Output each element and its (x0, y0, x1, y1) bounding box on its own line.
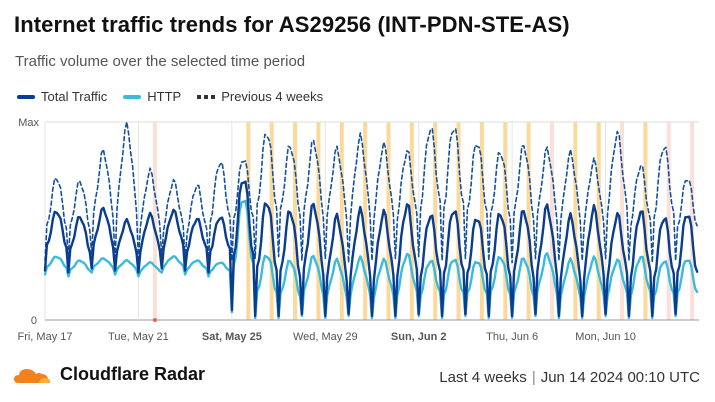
highlight-band-3 (293, 122, 298, 320)
highlight-band-6 (363, 122, 368, 320)
legend-swatch-total-traffic (17, 94, 35, 99)
footer-brand[interactable]: Cloudflare Radar (12, 364, 205, 385)
highlight-band-20 (690, 122, 695, 320)
x-tick-label-2: Sat, May 25 (202, 331, 262, 343)
legend-item-http[interactable]: HTTP (123, 89, 181, 104)
x-tick-label-1: Tue, May 21 (108, 331, 169, 343)
brand-name: Cloudflare Radar (60, 364, 206, 384)
legend-swatch-previous-4-weeks (197, 94, 216, 99)
highlight-band-13 (526, 122, 531, 320)
chart-subtitle: Traffic volume over the selected time pe… (15, 53, 306, 70)
legend-item-total-traffic[interactable]: Total Traffic (17, 89, 107, 104)
highlight-band-17 (620, 122, 625, 320)
legend-label-http: HTTP (147, 89, 182, 104)
x-tick-label-5: Thu, Jun 6 (486, 331, 538, 343)
footer-meta: Last 4 weeks | Jun 14 2024 00:10 UTC (439, 369, 700, 386)
highlight-band-7 (386, 122, 391, 320)
x-tick-label-0: Fri, May 17 (17, 331, 72, 343)
series-line-previous-4-weeks (44, 121, 698, 264)
highlight-band-0 (152, 122, 157, 320)
x-tick-label-6: Mon, Jun 10 (575, 331, 636, 343)
legend-swatch-http (123, 94, 142, 99)
series-line-total-traffic (43, 180, 699, 318)
highlight-band-12 (503, 122, 508, 320)
legend-item-previous-4-weeks[interactable]: Previous 4 weeks (197, 89, 323, 104)
highlight-band-16 (596, 122, 601, 320)
time-range-label: Last 4 weeks (439, 369, 527, 386)
highlight-band-19 (666, 122, 671, 320)
legend-label-previous-4-weeks: Previous 4 weeks (221, 89, 324, 104)
highlight-band-15 (573, 122, 578, 320)
legend-label-total-traffic: Total Traffic (41, 89, 108, 104)
highlight-band-18 (643, 122, 648, 320)
x-tick-label-4: Sun, Jun 2 (391, 331, 447, 343)
highlight-band-5 (339, 122, 344, 320)
highlight-band-14 (549, 122, 554, 320)
chart-title: Internet traffic trends for AS29256 (INT… (14, 12, 570, 37)
highlight-band-11 (479, 122, 484, 320)
cloudflare-logo-icon (14, 368, 50, 383)
legend: Total Traffic HTTP Previous 4 weeks (17, 89, 339, 104)
y-tick-label-0: 0 (31, 315, 37, 327)
y-tick-label-max: Max (18, 117, 39, 129)
highlight-band-4 (316, 122, 321, 320)
footer-separator: | (531, 369, 536, 386)
event-marker (152, 318, 157, 322)
x-tick-label-3: Wed, May 29 (293, 331, 358, 343)
highlight-band-10 (456, 122, 461, 320)
highlight-band-8 (409, 122, 414, 320)
highlight-band-9 (433, 122, 438, 320)
timestamp-label: Jun 14 2024 00:10 UTC (540, 369, 700, 386)
traffic-chart[interactable]: Fri, May 17 Tue, May 21 Sat, May 25 Wed, Ma… (0, 108, 715, 353)
